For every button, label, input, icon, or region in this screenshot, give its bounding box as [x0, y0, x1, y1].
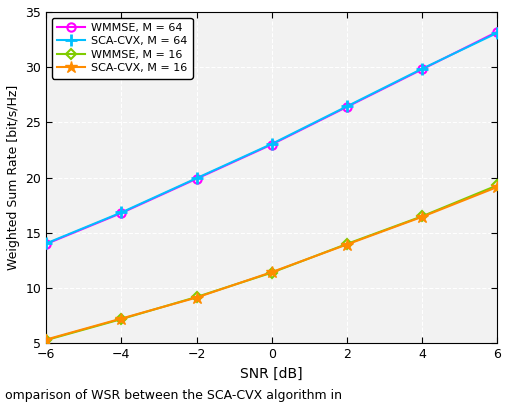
- WMMSE, M = 16: [194, 295, 200, 299]
- WMMSE, M = 16: [344, 242, 350, 246]
- SCA-CVX, M = 16: [494, 185, 500, 189]
- Line: WMMSE, M = 64: WMMSE, M = 64: [42, 27, 501, 248]
- Text: omparison of WSR between the SCA-CVX algorithm in: omparison of WSR between the SCA-CVX alg…: [5, 389, 342, 402]
- SCA-CVX, M = 64: [269, 141, 275, 146]
- Line: WMMSE, M = 16: WMMSE, M = 16: [43, 182, 500, 343]
- Y-axis label: Weighted Sum Rate [bit/s/Hz]: Weighted Sum Rate [bit/s/Hz]: [7, 85, 20, 270]
- WMMSE, M = 16: [269, 270, 275, 275]
- Legend: WMMSE, M = 64, SCA-CVX, M = 64, WMMSE, M = 16, SCA-CVX, M = 16: WMMSE, M = 64, SCA-CVX, M = 64, WMMSE, M…: [52, 17, 193, 79]
- SCA-CVX, M = 64: [194, 176, 200, 181]
- Line: SCA-CVX, M = 64: SCA-CVX, M = 64: [40, 27, 503, 250]
- X-axis label: SNR [dB]: SNR [dB]: [240, 367, 303, 381]
- SCA-CVX, M = 16: [269, 270, 275, 275]
- WMMSE, M = 64: [344, 105, 350, 109]
- WMMSE, M = 16: [419, 214, 425, 219]
- SCA-CVX, M = 64: [43, 241, 49, 246]
- SCA-CVX, M = 64: [344, 104, 350, 109]
- SCA-CVX, M = 16: [194, 295, 200, 300]
- SCA-CVX, M = 16: [43, 337, 49, 342]
- SCA-CVX, M = 64: [118, 210, 124, 215]
- SCA-CVX, M = 16: [118, 316, 124, 321]
- Line: SCA-CVX, M = 16: SCA-CVX, M = 16: [40, 181, 503, 346]
- SCA-CVX, M = 16: [344, 242, 350, 247]
- SCA-CVX, M = 64: [494, 31, 500, 36]
- WMMSE, M = 64: [419, 67, 425, 72]
- WMMSE, M = 64: [43, 242, 49, 246]
- WMMSE, M = 16: [494, 183, 500, 188]
- WMMSE, M = 64: [269, 142, 275, 147]
- WMMSE, M = 16: [43, 338, 49, 343]
- WMMSE, M = 64: [118, 210, 124, 215]
- WMMSE, M = 64: [494, 29, 500, 34]
- SCA-CVX, M = 16: [419, 215, 425, 219]
- SCA-CVX, M = 64: [419, 66, 425, 71]
- WMMSE, M = 16: [118, 317, 124, 322]
- WMMSE, M = 64: [194, 177, 200, 181]
